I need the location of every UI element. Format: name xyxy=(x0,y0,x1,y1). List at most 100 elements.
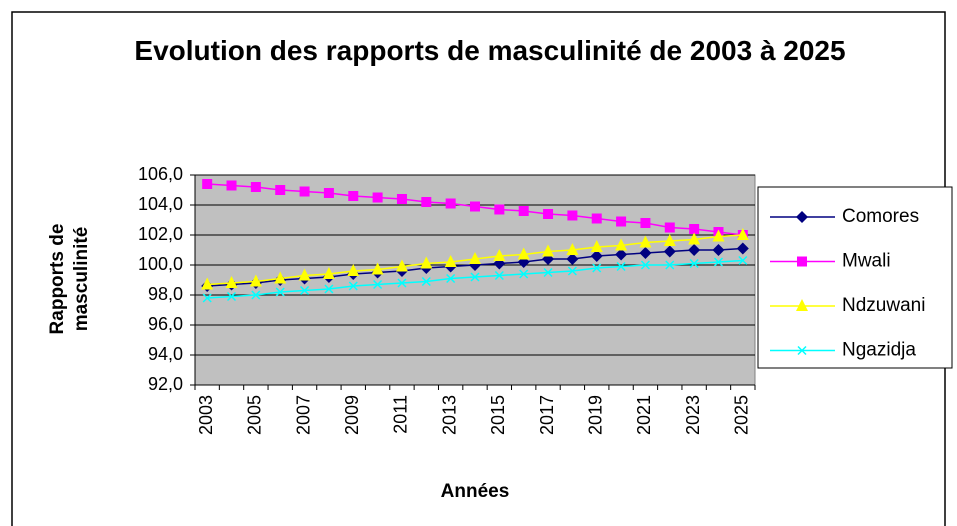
data-point xyxy=(249,274,262,287)
x-tick-label: 2011 xyxy=(391,395,411,434)
legend-label: Comores xyxy=(842,206,919,227)
data-point xyxy=(348,281,358,291)
data-point xyxy=(445,198,456,209)
data-point xyxy=(736,228,749,240)
data-point xyxy=(712,229,725,242)
data-point xyxy=(201,277,214,290)
x-tick-label: 2015 xyxy=(488,395,508,435)
y-tick-label: 92,0 xyxy=(148,374,183,394)
data-point xyxy=(542,244,555,257)
y-tick-label: 104,0 xyxy=(138,194,183,214)
data-point xyxy=(396,194,407,204)
data-point xyxy=(202,293,212,303)
y-tick-label: 94,0 xyxy=(148,344,183,364)
y-tick-label: 102,0 xyxy=(138,224,183,244)
data-point xyxy=(738,255,748,266)
data-point xyxy=(323,188,334,198)
legend-label: Ndzuwani xyxy=(842,295,925,316)
data-point xyxy=(616,261,626,272)
data-point xyxy=(566,243,579,255)
data-point xyxy=(567,210,578,221)
chart-title: Evolution des rapports de masculinité de… xyxy=(134,35,846,66)
data-point xyxy=(616,216,627,227)
legend-marker xyxy=(796,211,808,223)
data-point xyxy=(421,197,432,207)
x-axis-label: Années xyxy=(441,481,510,502)
data-point xyxy=(689,258,699,269)
data-point xyxy=(469,252,481,264)
data-point xyxy=(543,209,554,219)
legend-marker xyxy=(797,345,807,356)
data-point xyxy=(250,182,261,192)
x-tick-label: 2005 xyxy=(245,395,265,435)
data-point xyxy=(713,257,724,267)
data-point xyxy=(615,248,628,261)
y-axis-label: Rapports de masculinité xyxy=(47,223,92,335)
x-tick-label: 2009 xyxy=(342,395,362,435)
x-tick-label: 2021 xyxy=(634,395,654,435)
data-point xyxy=(688,244,701,256)
x-tick-label: 2007 xyxy=(293,395,313,435)
data-point xyxy=(663,245,676,258)
legend-label: Ngazidja xyxy=(842,340,916,361)
data-point xyxy=(446,273,456,284)
data-point xyxy=(371,262,384,275)
data-point xyxy=(567,266,577,276)
data-point xyxy=(299,186,310,197)
data-point xyxy=(566,253,579,265)
data-point xyxy=(712,244,725,256)
y-tick-label: 106,0 xyxy=(138,164,183,184)
legend-marker xyxy=(797,256,807,267)
data-point xyxy=(639,235,652,248)
y-tick-label: 100,0 xyxy=(138,254,183,274)
data-point xyxy=(493,249,506,261)
data-point xyxy=(420,256,433,269)
x-tick-label: 2017 xyxy=(537,395,557,435)
legend-label: Mwali xyxy=(842,251,891,272)
data-point xyxy=(663,234,676,246)
data-point xyxy=(274,271,287,284)
data-point xyxy=(688,232,701,245)
data-point xyxy=(470,201,480,212)
data-point xyxy=(226,291,237,302)
data-point xyxy=(421,276,431,287)
data-point xyxy=(591,213,602,224)
data-point xyxy=(736,242,749,255)
data-point xyxy=(275,287,285,297)
data-point xyxy=(517,247,530,260)
data-point xyxy=(640,218,651,228)
data-point xyxy=(518,206,529,216)
x-tick-label: 2023 xyxy=(683,395,703,435)
data-point xyxy=(592,263,602,273)
data-point xyxy=(397,278,407,288)
data-point xyxy=(689,224,700,234)
data-point xyxy=(322,267,335,279)
x-tick-label: 2019 xyxy=(585,395,605,435)
data-point xyxy=(590,250,603,262)
legend-marker xyxy=(796,299,808,311)
data-point xyxy=(226,180,237,191)
data-point xyxy=(395,259,408,272)
data-point xyxy=(640,260,650,270)
data-point xyxy=(347,264,360,276)
data-point xyxy=(494,270,504,281)
data-point xyxy=(494,204,505,215)
data-point xyxy=(275,185,286,195)
x-tick-label: 2003 xyxy=(196,395,216,435)
data-point xyxy=(324,284,334,294)
data-point xyxy=(225,276,238,288)
x-tick-label: 2025 xyxy=(732,395,752,435)
x-tick-label: 2013 xyxy=(439,395,459,435)
data-point xyxy=(444,255,457,267)
data-point xyxy=(543,267,553,278)
data-point xyxy=(470,272,480,282)
data-point xyxy=(298,268,311,281)
data-point xyxy=(615,238,628,251)
data-point xyxy=(372,192,383,203)
data-point xyxy=(373,279,383,290)
data-point xyxy=(519,269,529,279)
data-point xyxy=(300,285,310,296)
data-point xyxy=(348,191,359,201)
